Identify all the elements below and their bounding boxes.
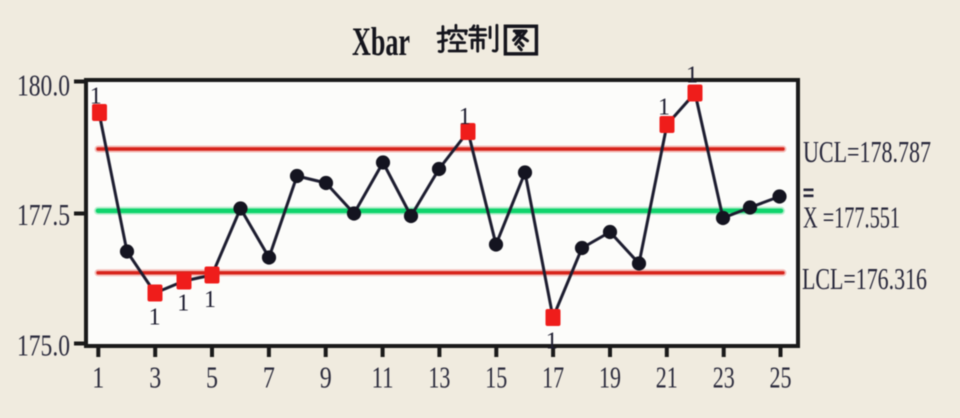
svg-text:1: 1 — [204, 287, 216, 313]
svg-text:7: 7 — [263, 359, 275, 394]
svg-text:1: 1 — [546, 329, 558, 355]
svg-text:1: 1 — [90, 84, 102, 110]
svg-text:3: 3 — [149, 359, 161, 394]
svg-text:1: 1 — [92, 359, 104, 394]
svg-text:1: 1 — [149, 304, 161, 330]
svg-text:X =177.551: X =177.551 — [803, 200, 900, 235]
svg-text:25: 25 — [770, 359, 792, 394]
svg-text:UCL=178.787: UCL=178.787 — [803, 134, 931, 169]
svg-text:Xbar: Xbar — [352, 19, 410, 64]
svg-text:9: 9 — [320, 359, 332, 394]
svg-text:21: 21 — [656, 359, 678, 394]
svg-text:17: 17 — [542, 359, 564, 394]
svg-text:1: 1 — [686, 63, 698, 89]
svg-text:23: 23 — [713, 359, 735, 394]
svg-text:19: 19 — [599, 359, 621, 394]
svg-text:1: 1 — [459, 104, 471, 130]
svg-text:1: 1 — [177, 290, 189, 316]
svg-text:13: 13 — [428, 359, 450, 394]
svg-text:5: 5 — [206, 359, 218, 394]
svg-text:11: 11 — [372, 359, 394, 394]
svg-text:15: 15 — [485, 359, 507, 394]
svg-text:1: 1 — [658, 95, 670, 121]
svg-text:LCL=176.316: LCL=176.316 — [802, 261, 927, 296]
svg-text:180.0: 180.0 — [17, 68, 70, 103]
svg-text:177.5: 177.5 — [17, 197, 70, 232]
svg-text:175.0: 175.0 — [17, 328, 70, 363]
